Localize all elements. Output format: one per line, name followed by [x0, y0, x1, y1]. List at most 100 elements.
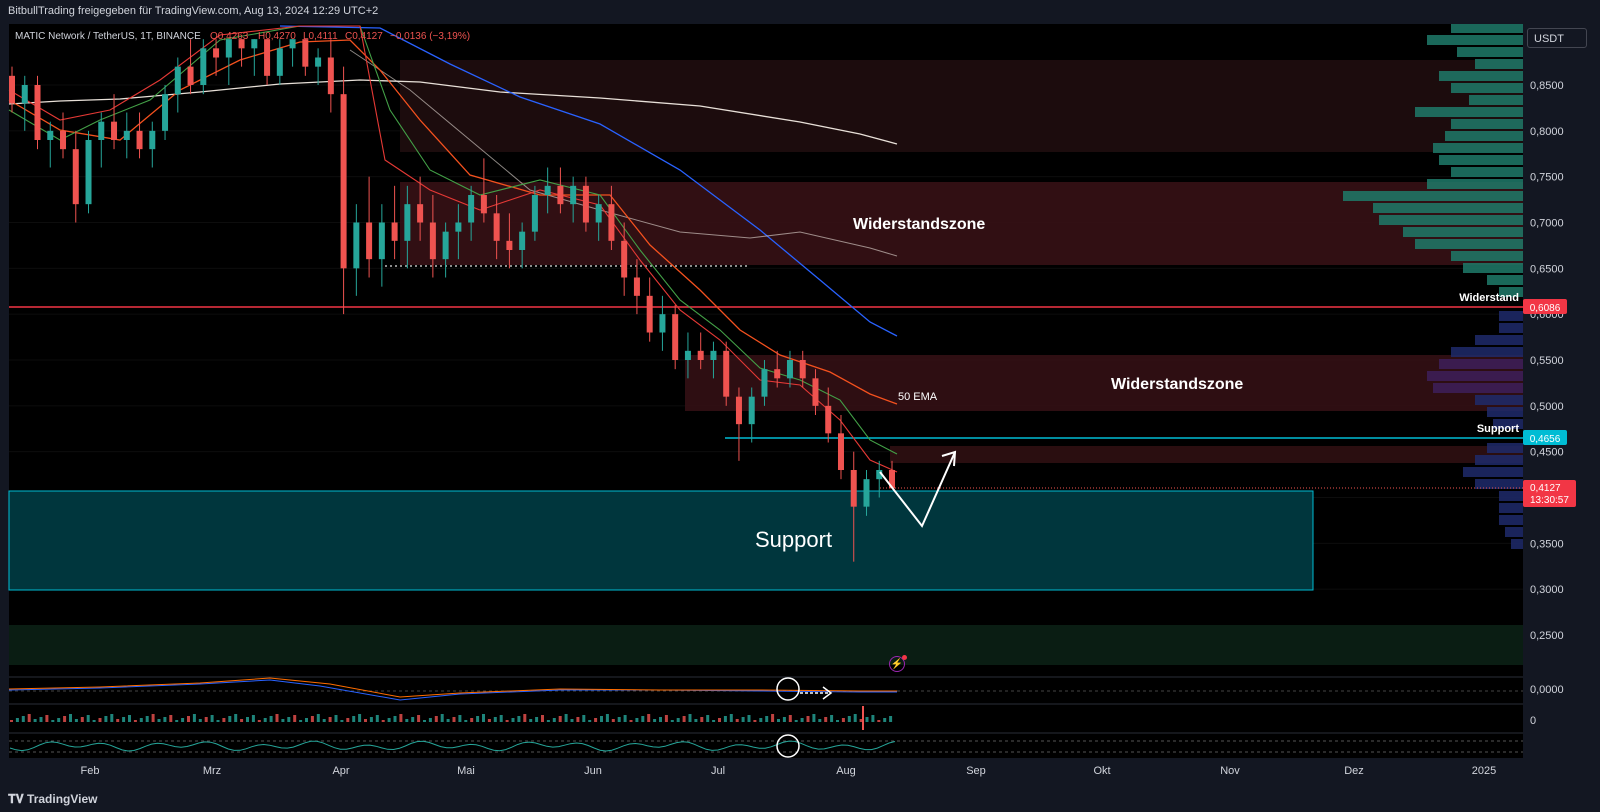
volume-bar	[564, 714, 568, 722]
ema-light-line	[349, 49, 898, 257]
candle-body	[72, 149, 79, 205]
volume-bar	[423, 720, 426, 722]
volume-bar	[63, 716, 67, 722]
volume-profile-bar	[1487, 443, 1523, 453]
candle-body	[659, 314, 666, 333]
candle-body	[200, 48, 207, 85]
volume-bar	[859, 719, 863, 722]
volume-bar	[735, 719, 739, 722]
volume-bar	[623, 715, 627, 722]
volume-bar	[871, 715, 875, 722]
support-price-tag	[1523, 430, 1567, 445]
volume-profile-bar	[1499, 503, 1523, 513]
volume-bar	[659, 717, 662, 722]
volume-bar	[128, 715, 131, 722]
candle-body	[557, 185, 564, 205]
price-axis[interactable]	[1523, 24, 1600, 786]
candle-body	[111, 121, 118, 140]
annotation-resistance-line: Widerstand	[1459, 292, 1519, 304]
volume-bar	[169, 715, 173, 722]
resistance-zone-top	[400, 60, 1523, 152]
volume-bar	[688, 714, 692, 722]
volume-bar	[98, 718, 102, 722]
volume-bar	[104, 716, 108, 722]
volume-bar	[352, 716, 356, 722]
volume-bar	[145, 716, 149, 722]
candle-body	[366, 222, 373, 260]
lower-band	[9, 625, 1523, 665]
time-tick-11: 2025	[1472, 765, 1496, 777]
currency-selector[interactable]: USDT	[1527, 28, 1587, 48]
volume-bar	[434, 716, 438, 722]
price-tick-2: 0,7500	[1530, 172, 1564, 184]
candle-body	[468, 195, 475, 223]
volume-profile-bar	[1487, 407, 1523, 417]
candle-body	[251, 39, 258, 49]
candle-body	[9, 75, 15, 104]
volume-bar	[51, 720, 55, 722]
candle-body	[544, 185, 551, 195]
volume-bar	[682, 716, 686, 722]
footer-bar: 𝐓𝐕 TradingView	[0, 786, 1600, 812]
candle-body	[621, 240, 628, 278]
volume-bar	[27, 714, 31, 722]
volume-bar	[529, 719, 533, 722]
volume-bar	[340, 720, 344, 722]
volume-profile-bar	[1451, 251, 1523, 261]
candle-body	[225, 39, 232, 58]
volume-bar	[505, 720, 509, 722]
volume-bar	[470, 718, 474, 722]
candle-body	[21, 85, 28, 104]
volume-bar	[228, 716, 232, 722]
candle-body	[493, 213, 500, 241]
volume-bar	[694, 719, 698, 722]
resistance-price-label: 0,6086	[1530, 303, 1561, 314]
volume-bar	[664, 715, 668, 722]
price-tick-8: 0,4500	[1530, 447, 1564, 459]
candle-body	[595, 204, 602, 223]
time-axis[interactable]	[9, 758, 1523, 786]
volume-bar	[33, 719, 37, 722]
time-tick-9: Nov	[1220, 765, 1240, 777]
candle-body	[340, 94, 347, 269]
notification-dot	[902, 655, 907, 660]
volume-bar	[316, 714, 320, 722]
volume-profile-bar	[1451, 167, 1523, 177]
time-tick-4: Jun	[584, 765, 602, 777]
volume-profile-bar	[1439, 71, 1523, 81]
candle-body	[786, 360, 793, 379]
volume-bar	[240, 719, 244, 722]
volume-bar	[841, 718, 845, 722]
candle-body	[748, 396, 755, 425]
price-tick-7: 0,5000	[1530, 401, 1564, 413]
volume-profile-bar	[1373, 203, 1523, 213]
volume-bar	[600, 716, 603, 722]
price-tick-12: 0,2500	[1530, 630, 1564, 642]
time-axis-ticks: Feb Mrz Apr Mai Jun Jul Aug Sep Okt Nov Dez 2025	[81, 765, 1497, 777]
ema-red-line	[8, 25, 898, 473]
volume-profile-bar	[1451, 119, 1523, 129]
volume-bar	[546, 720, 550, 722]
time-tick-0: Feb	[81, 765, 100, 777]
candle-body	[429, 222, 436, 260]
volume-bar	[617, 717, 621, 722]
volume-bar	[181, 718, 185, 722]
volume-bar	[163, 717, 167, 722]
volume-bar	[877, 720, 881, 722]
tradingview-logo[interactable]: 𝐓𝐕 TradingView	[8, 792, 98, 806]
lightning-icon[interactable]: ⚡	[889, 656, 905, 672]
volume-bar	[122, 717, 126, 722]
volume-bar	[653, 719, 657, 722]
volume-bar	[139, 718, 143, 722]
volume-profile-bar	[1451, 347, 1523, 357]
candle-body	[799, 360, 806, 379]
volume-bar	[541, 715, 544, 722]
price-axis-ticks: 0,85000,80000,75000,70000,65000,60000,55…	[1530, 80, 1564, 642]
volume-bar	[487, 719, 491, 722]
sma-200-line	[8, 79, 898, 145]
volume-bar	[57, 718, 61, 722]
candle-body	[863, 479, 870, 507]
volume-profile-bar	[1493, 419, 1523, 429]
volume-bar	[281, 719, 285, 722]
